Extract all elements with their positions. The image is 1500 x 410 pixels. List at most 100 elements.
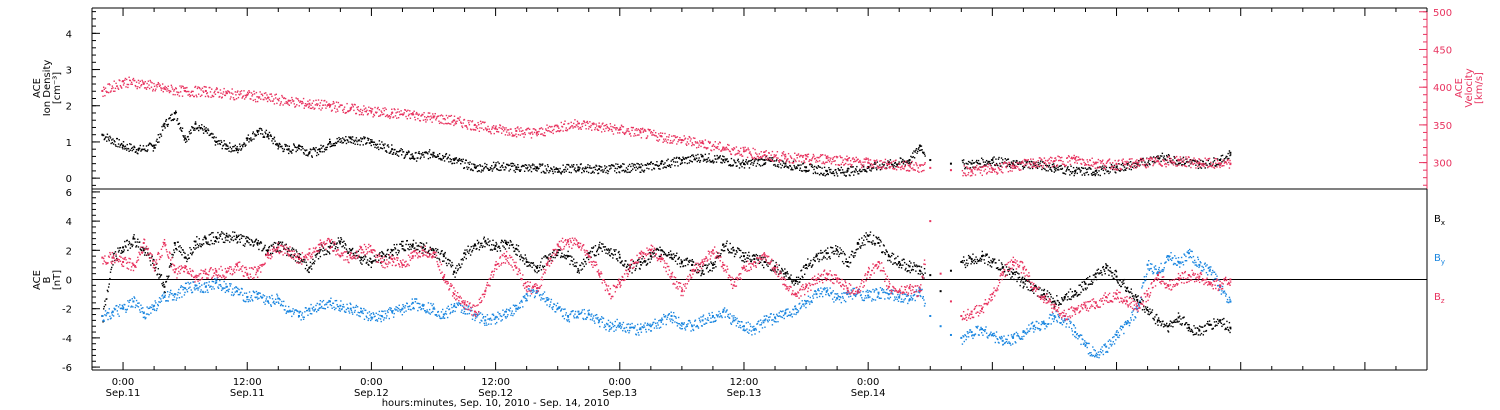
series-point-dense: [278, 99, 280, 102]
bx-point: [194, 240, 197, 243]
bx-point-dense: [745, 252, 747, 254]
series-point-dense: [509, 134, 511, 136]
series-point-dense: [975, 159, 978, 162]
series-point-dense: [351, 136, 354, 138]
series-point-dense: [742, 146, 744, 149]
series-point-dense: [739, 163, 741, 165]
series-point-dense: [1072, 171, 1074, 173]
series-point-dense: [649, 128, 651, 131]
bx-point: [401, 244, 404, 247]
bx-point-dense: [358, 256, 361, 258]
series-point-dense: [405, 151, 408, 154]
series-point-dense: [467, 119, 469, 122]
bx-point-dense: [266, 251, 269, 253]
series-point-dense: [232, 146, 234, 148]
series-point-dense: [511, 135, 513, 137]
series-point-dense: [699, 159, 702, 162]
series-point-dense: [977, 168, 979, 170]
series-point-dense: [835, 155, 838, 158]
series-point-dense: [383, 144, 385, 147]
bx-point-dense: [555, 254, 558, 257]
series-point-dense: [1009, 170, 1011, 172]
series-point-dense: [265, 98, 268, 100]
series-point-dense: [995, 162, 998, 165]
series-point-dense: [314, 107, 316, 110]
bx-point-dense: [366, 259, 369, 261]
series-point-dense: [170, 114, 172, 117]
series-point-dense: [861, 170, 863, 173]
bx-point-dense: [596, 249, 599, 252]
bx-point-dense: [654, 255, 656, 257]
series-point-dense: [898, 161, 900, 163]
series-point-dense: [315, 146, 317, 149]
series-point-dense: [789, 162, 791, 164]
series-point-dense: [561, 126, 564, 128]
series-point-dense: [523, 131, 526, 134]
series-point-dense: [136, 87, 138, 90]
series-point-dense: [609, 123, 612, 125]
bx-point-dense: [405, 243, 407, 246]
series-point-dense: [150, 86, 153, 88]
series-point-dense: [715, 161, 718, 163]
series-point-dense: [408, 151, 410, 153]
bx-point-dense: [553, 250, 555, 252]
series-point-dense: [1082, 167, 1085, 170]
series-point-dense: [633, 166, 636, 169]
series-point-dense: [895, 163, 898, 165]
series-point-dense: [1037, 159, 1039, 162]
series-point-dense: [836, 173, 838, 175]
series-point-dense: [381, 113, 384, 116]
bx-point-dense: [253, 241, 256, 243]
series-point-dense: [103, 88, 105, 91]
bx-point: [1187, 326, 1190, 329]
series-point-dense: [537, 167, 539, 169]
series-point-dense: [343, 108, 345, 110]
series-point-dense: [868, 162, 870, 164]
bx-point-dense: [625, 260, 627, 262]
series-point: [411, 155, 414, 158]
bx-point-dense: [140, 249, 143, 252]
series-point: [805, 166, 808, 169]
series-point-dense: [695, 157, 698, 159]
series-point-dense: [1062, 160, 1064, 163]
bx-point-dense: [322, 247, 325, 249]
bx-point-dense: [789, 276, 791, 278]
series-point-dense: [486, 128, 489, 130]
bx-point-dense: [397, 252, 400, 254]
bx-point-dense: [464, 253, 467, 256]
series-point-dense: [345, 111, 348, 114]
bx-point-dense: [415, 248, 418, 251]
series-point-dense: [386, 151, 388, 153]
series-point-dense: [1105, 162, 1108, 165]
bx-point-dense: [411, 246, 413, 248]
series-point-dense: [793, 158, 795, 160]
series-point-dense: [286, 145, 289, 147]
series-point-dense: [732, 149, 734, 151]
series-point-dense: [458, 159, 460, 161]
series-point-dense: [596, 169, 599, 171]
series-point-dense: [648, 129, 651, 132]
series-point-dense: [178, 122, 181, 125]
series-point-dense: [338, 106, 341, 108]
series-point-dense: [1160, 160, 1162, 163]
series-point-dense: [823, 166, 826, 169]
bx-point-dense: [592, 246, 595, 248]
bx-point-dense: [641, 262, 644, 264]
series-point-dense: [437, 115, 440, 117]
series-point-dense: [556, 168, 558, 170]
series-point-dense: [1074, 172, 1076, 175]
bx-point-dense: [623, 265, 625, 267]
series-point-dense: [748, 149, 750, 151]
bx-point-dense: [545, 255, 547, 257]
series-point-dense: [338, 138, 341, 141]
series-point-dense: [725, 159, 727, 162]
series-point-dense: [568, 171, 571, 173]
series-point-dense: [574, 119, 576, 121]
series-point-dense: [654, 131, 657, 134]
series-point-dense: [674, 135, 676, 137]
bx-point-dense: [589, 252, 591, 254]
series-point-dense: [140, 85, 142, 87]
series-point-dense: [502, 130, 505, 132]
bx-point-dense: [589, 250, 592, 253]
series-point-dense: [1157, 161, 1160, 163]
